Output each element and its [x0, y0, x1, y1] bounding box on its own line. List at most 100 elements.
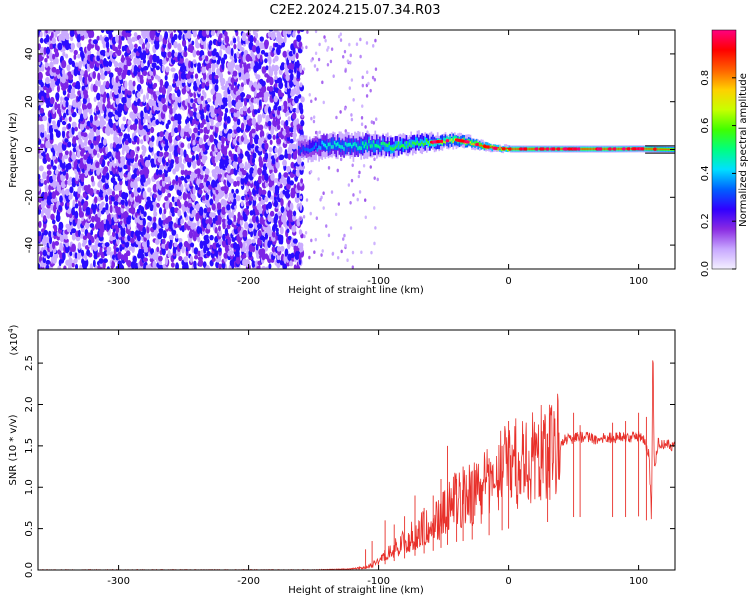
noise-cell: [367, 81, 370, 86]
noise-cell: [51, 219, 56, 225]
signal-cell: [410, 139, 413, 148]
noise-cell: [52, 53, 56, 60]
noise-cell: [351, 250, 355, 255]
noise-cell: [206, 206, 211, 213]
noise-cell: [271, 246, 276, 253]
x-tick-label: 100: [629, 576, 648, 587]
noise-cell: [146, 92, 149, 100]
noise-cell: [273, 95, 278, 103]
signal-cell: [452, 140, 455, 143]
signal-cell: [538, 148, 540, 150]
noise-cell: [214, 30, 218, 34]
noise-cell: [111, 231, 116, 238]
signal-cell: [361, 141, 364, 145]
noise-cell: [90, 175, 95, 183]
noise-cell: [236, 118, 241, 126]
noise-cell: [121, 265, 125, 269]
noise-cell: [196, 225, 201, 235]
signal-cell: [346, 142, 349, 152]
noise-cell: [233, 214, 237, 223]
noise-cell: [39, 37, 44, 44]
signal-cell: [360, 139, 363, 149]
noise-cell: [50, 159, 54, 167]
signal-cell: [580, 148, 583, 150]
noise-cell: [227, 236, 232, 246]
noise-cell: [171, 92, 176, 101]
signal-cell: [419, 143, 422, 146]
noise-cell: [53, 143, 58, 150]
signal-cell: [516, 148, 519, 150]
noise-cell: [69, 192, 73, 200]
noise-cell: [69, 35, 74, 42]
noise-cell: [142, 145, 147, 154]
noise-cell: [103, 91, 107, 100]
noise-cell: [142, 94, 146, 104]
noise-cell: [177, 176, 181, 183]
noise-cell: [257, 167, 263, 176]
noise-cell: [314, 51, 318, 56]
noise-cell: [76, 41, 82, 48]
signal-peak: [612, 147, 617, 151]
noise-cell: [175, 233, 179, 239]
signal-cell: [620, 148, 623, 150]
noise-cell: [127, 125, 131, 133]
noise-cell: [46, 174, 50, 184]
noise-cell: [58, 151, 63, 160]
noise-cell: [370, 120, 374, 124]
noise-cell: [79, 30, 85, 37]
noise-cell: [257, 137, 263, 147]
noise-cell: [228, 128, 233, 134]
noise-cell: [71, 243, 76, 253]
signal-peak: [576, 147, 581, 151]
noise-cell: [274, 75, 278, 81]
signal-cell: [333, 140, 336, 145]
noise-cell: [195, 78, 200, 84]
noise-cell: [284, 248, 289, 258]
noise-cell: [173, 30, 177, 33]
noise-cell: [180, 163, 185, 171]
noise-cell: [229, 107, 236, 113]
noise-cell: [86, 120, 91, 127]
noise-cell: [176, 198, 181, 207]
noise-cell: [173, 41, 178, 49]
noise-cell: [193, 127, 199, 134]
noise-cell: [105, 172, 110, 181]
noise-cell: [360, 115, 364, 120]
noise-cell: [69, 186, 74, 194]
noise-cell: [280, 62, 286, 69]
snr-frame: [37, 329, 676, 571]
noise-cell: [110, 177, 116, 184]
noise-cell: [223, 31, 228, 37]
noise-cell: [251, 44, 257, 53]
noise-cell: [210, 111, 216, 118]
noise-cell: [102, 49, 106, 57]
signal-cell: [316, 148, 319, 152]
noise-cell: [161, 49, 166, 58]
svg-text:(x104): (x104): [7, 324, 20, 355]
noise-cell: [233, 180, 238, 188]
noise-cell: [322, 191, 325, 195]
noise-cell: [299, 82, 303, 88]
noise-cell: [355, 42, 359, 47]
noise-cell: [227, 219, 233, 226]
noise-cell: [320, 253, 323, 257]
noise-cell: [57, 42, 63, 51]
noise-cell: [238, 101, 243, 108]
noise-cell: [206, 97, 212, 103]
noise-cell: [267, 190, 272, 199]
signal-cell: [528, 148, 531, 150]
noise-cell: [150, 126, 155, 134]
noise-cell: [136, 92, 141, 98]
noise-cell: [109, 188, 113, 195]
signal-cell: [650, 148, 653, 150]
noise-cell: [251, 260, 256, 268]
noise-cell: [233, 53, 237, 60]
noise-cell: [158, 255, 163, 262]
noise-cell: [126, 69, 131, 76]
noise-cell: [299, 230, 303, 234]
noise-cell: [121, 54, 125, 63]
noise-cell: [277, 105, 282, 111]
noise-cell: [280, 206, 285, 214]
noise-cell: [360, 122, 364, 127]
